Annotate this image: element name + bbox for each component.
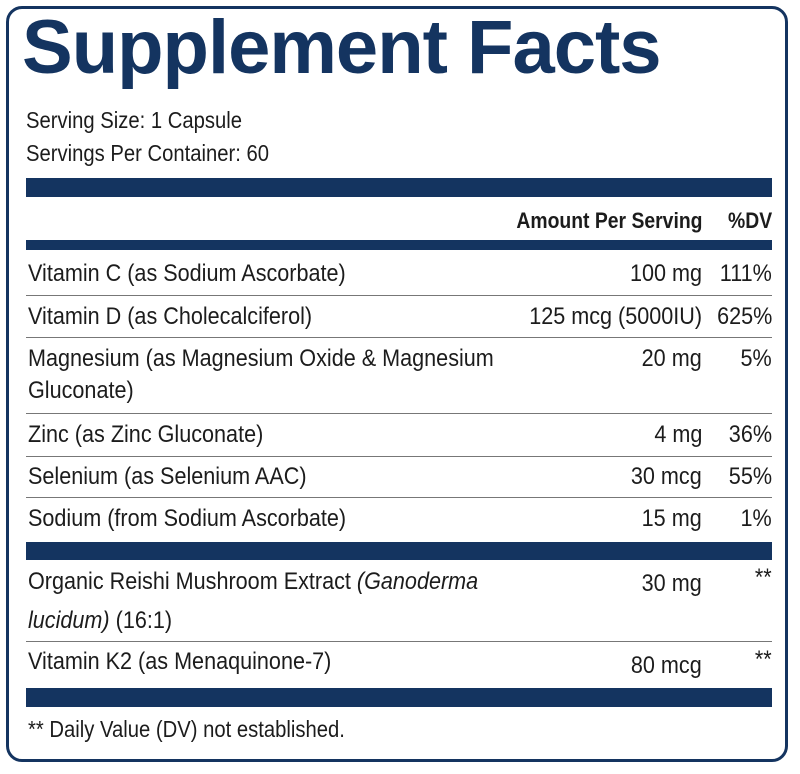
ingredient-name-continued: lucidum) (16:1) (28, 607, 173, 634)
nutrient-dv: 5% (740, 345, 772, 372)
nutrient-name: Magnesium (as Magnesium Oxide & Magnesiu… (28, 345, 494, 372)
footnote: ** Daily Value (DV) not established. (28, 716, 345, 742)
ingredient-dv: ** (755, 564, 772, 591)
ingredient-name: Vitamin K2 (as Menaquinone-7) (28, 648, 332, 675)
nutrient-dv: 625% (716, 303, 772, 330)
row-divider (26, 497, 772, 498)
row-divider (26, 295, 772, 296)
ingredient-amount: 80 mcg (631, 652, 702, 679)
ingredient-dv: ** (755, 646, 772, 673)
divider-header (26, 240, 772, 250)
nutrient-amount: 20 mg (641, 345, 702, 372)
nutrient-amount: 30 mcg (631, 463, 702, 490)
nutrient-name: Zinc (as Zinc Gluconate) (28, 421, 264, 448)
supplement-facts-panel (6, 6, 788, 762)
nutrient-name: Vitamin D (as Cholecalciferol) (28, 303, 313, 330)
label-title: Supplement Facts (22, 5, 662, 90)
nutrient-dv: 55% (728, 463, 772, 490)
ingredient-name: Organic Reishi Mushroom Extract (Ganoder… (28, 568, 479, 595)
nutrient-amount: 100 mg (629, 260, 702, 287)
nutrient-name: Sodium (from Sodium Ascorbate) (28, 505, 347, 532)
nutrient-amount: 15 mg (641, 505, 702, 532)
nutrient-name: Selenium (as Selenium AAC) (28, 463, 307, 490)
thick-divider-middle (26, 542, 772, 560)
nutrient-dv: 1% (740, 505, 772, 532)
nutrient-dv: 111% (719, 260, 772, 287)
header-amount-per-serving: Amount Per Serving (515, 208, 702, 233)
row-divider (26, 456, 772, 457)
nutrient-name-continued: Gluconate) (28, 377, 134, 404)
nutrient-dv: 36% (728, 421, 772, 448)
serving-size: Serving Size: 1 Capsule (26, 107, 243, 133)
row-divider (26, 413, 772, 414)
ingredient-amount: 30 mg (641, 570, 702, 597)
row-divider (26, 641, 772, 642)
nutrient-amount: 4 mg (653, 421, 702, 448)
thick-divider-top (26, 178, 772, 197)
header-dv: %DV (727, 208, 772, 233)
row-divider (26, 337, 772, 338)
nutrient-name: Vitamin C (as Sodium Ascorbate) (28, 260, 346, 287)
thick-divider-bottom (26, 688, 772, 707)
servings-per-container: Servings Per Container: 60 (26, 140, 270, 166)
nutrient-amount: 125 mcg (5000IU) (529, 303, 702, 330)
